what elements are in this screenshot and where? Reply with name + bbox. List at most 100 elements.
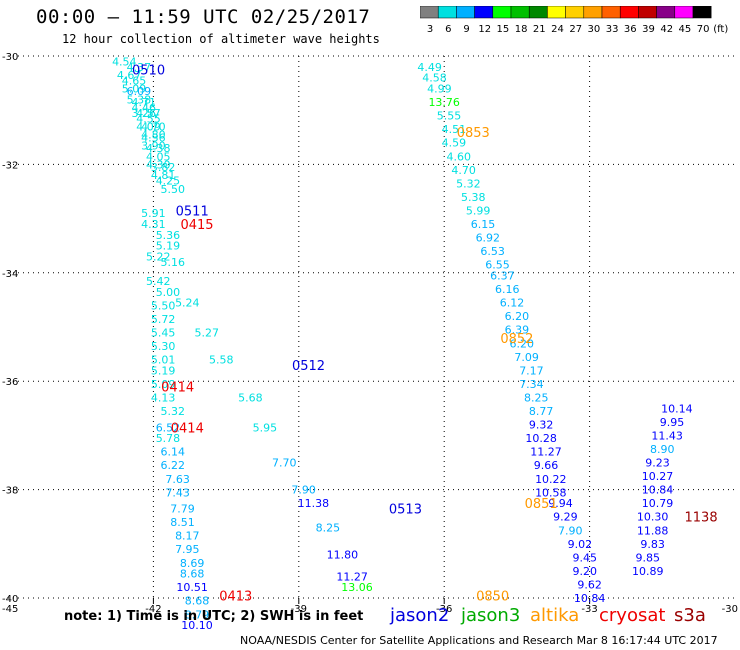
swh-value-cryosat: 7.43	[165, 486, 190, 499]
swh-value-jason2: 4.46	[131, 101, 156, 114]
pass-time-cryosat: 0414	[171, 421, 204, 436]
swh-value-cryosat: 5.22	[146, 251, 171, 264]
legend-bin-label: 15	[497, 24, 510, 35]
swh-value-cryosat: 7.63	[165, 473, 190, 486]
swh-value-altika: 6.20	[509, 337, 534, 350]
swh-value-jason2: 4.05	[146, 150, 171, 163]
legend-bin-label: 24	[551, 24, 564, 35]
swh-value-jason2: 4.71	[131, 96, 156, 109]
swh-value-s3a: 10.27	[642, 470, 674, 483]
swh-value-jason2: 5.68	[238, 391, 263, 404]
swh-value-jason2: 5.58	[209, 354, 234, 367]
swh-value-altika: 6.92	[476, 232, 501, 245]
swh-value-jason2: 5.27	[194, 326, 219, 339]
swh-value-jason2: 4.36	[141, 131, 166, 144]
swh-value-altika: 9.29	[553, 511, 578, 524]
swh-value-altika: 10.84	[574, 592, 606, 605]
swh-value-altika: 10.28	[525, 432, 557, 445]
swh-value-altika: 9.66	[534, 459, 559, 472]
swh-value-s3a: 10.89	[632, 565, 664, 578]
swh-value-altika: 6.16	[495, 283, 520, 296]
swh-value-altika: 6.55	[485, 259, 510, 272]
pass-time-altika: 0853	[457, 126, 490, 141]
swh-value-s3a: 10.14	[661, 402, 693, 415]
swh-value-altika: 7.17	[519, 364, 544, 377]
legend-altika: altika	[530, 605, 580, 626]
legend-bin-label: 30	[588, 24, 601, 35]
swh-value-s3a: 9.85	[636, 551, 661, 564]
pass-time-altika: 0852	[500, 332, 533, 347]
swh-value-altika: 9.62	[577, 578, 602, 591]
swh-value-jason2: 4.30	[146, 158, 171, 171]
legend-bin-label: 3	[427, 24, 433, 35]
swh-value-altika: 13.76	[428, 96, 460, 109]
swh-value-altika: 7.34	[519, 378, 544, 391]
swh-value-altika: 5.99	[466, 204, 491, 217]
swh-value-s3a: 10.30	[637, 511, 669, 524]
legend-bin-label: 70	[697, 24, 710, 35]
swh-value-cryosat: 5.72	[151, 313, 176, 326]
swh-value-s3a: 9.23	[645, 457, 670, 470]
swh-value-jason2: 11.38	[298, 497, 330, 510]
swh-value-cryosat: 5.36	[156, 229, 181, 242]
swh-value-cryosat: 5.09	[151, 378, 176, 391]
pass-time-s3a: 1138	[685, 511, 718, 526]
swh-value-altika: 8.25	[524, 391, 549, 404]
swh-value-cryosat: 5.16	[161, 256, 186, 269]
legend-bin-label: 33	[606, 24, 619, 35]
y-tick-label: -34	[2, 269, 18, 280]
y-tick-label: -30	[2, 52, 18, 63]
axis-ticks: -42 -39 -36 -33 -30 -32 -34 -36 -38 -40-45 -30	[2, 52, 738, 615]
footer-note: note: 1) Time is in UTC; 2) SWH is in fe…	[64, 609, 364, 624]
y-tick-label: -38	[2, 486, 18, 497]
legend-bin-label: 27	[569, 24, 582, 35]
swh-value-altika: 5.55	[437, 110, 462, 123]
swh-value-s3a: 9.83	[640, 538, 665, 551]
swh-value-s3a: 9.95	[660, 416, 685, 429]
y-tick-label: -40	[2, 594, 18, 605]
swh-value-jason2: 4.54	[112, 55, 137, 68]
swh-value-s3a: 10.79	[642, 497, 674, 510]
swh-value-altika: 6.20	[505, 310, 530, 323]
swh-value-jason2: 7.90	[291, 484, 316, 497]
legend-bin-label: 6	[445, 24, 451, 35]
swh-value-jason2: 4.38	[146, 142, 171, 155]
pass-time-jason2: 0513	[389, 503, 422, 518]
swh-value-altika: 10.22	[535, 473, 567, 486]
legend-s3a: s3a	[674, 605, 706, 626]
swh-value-jason2: 3.26	[131, 107, 156, 120]
pass-time-jason2: 0510	[132, 64, 165, 79]
pass-time-altika: 0851	[525, 497, 558, 512]
swh-value-altika: 4.60	[446, 150, 471, 163]
pass-time-labels: 0510 0511 0512 0513 0853 0852 0851 0850 0415 0414…	[132, 64, 718, 605]
swh-value-cryosat: 8.68	[180, 568, 205, 581]
y-tick-label: -36	[2, 377, 18, 388]
swh-value-altika: 9.20	[573, 565, 598, 578]
swh-value-jason2: 11.80	[327, 549, 359, 562]
swh-value-cryosat: 10.51	[176, 581, 208, 594]
swh-value-s3a: 11.43	[651, 429, 683, 442]
legend-swatch	[692, 6, 712, 19]
swh-value-cryosat: 4.13	[151, 391, 176, 404]
swh-value-cryosat: 8.69	[180, 557, 205, 570]
swh-value-jason2: 4.09	[136, 120, 161, 133]
swh-value-altika: 9.32	[529, 419, 554, 432]
swh-value-altika: 10.58	[535, 486, 567, 499]
x-tick-label: -33	[581, 604, 597, 615]
swh-value-altika: 6.37	[490, 270, 515, 283]
swh-value-jason2: 3.90	[141, 139, 166, 152]
swh-value-altika: 6.12	[500, 297, 525, 310]
swh-value-cryosat: 7.79	[170, 503, 195, 516]
swh-value-jason2: 4.25	[156, 175, 181, 188]
pass-time-altika: 0850	[476, 589, 509, 604]
swh-value-jason2: 4.81	[151, 169, 176, 182]
swh-value-cryosat: 5.91	[141, 207, 166, 220]
swh-value-cryosat: 10.10	[181, 619, 213, 632]
swh-value-altika: 7.09	[514, 351, 539, 364]
swh-value-altika: 4.70	[451, 164, 476, 177]
swh-value-s3a: 10.84	[642, 484, 674, 497]
legend-bin-label: 45	[679, 24, 692, 35]
legend-bin-label: 39	[642, 24, 655, 35]
map-grid	[8, 55, 735, 599]
